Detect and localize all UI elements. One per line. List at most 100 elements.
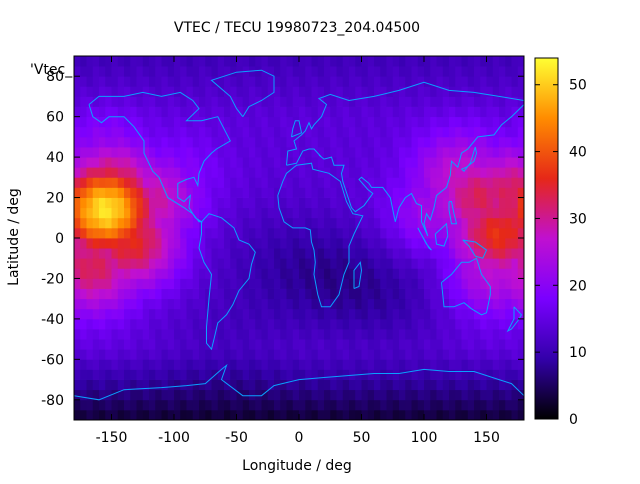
heatmap-cell: [86, 389, 94, 401]
chart-title: VTEC / TECU 19980723_204.04500: [174, 20, 420, 36]
heatmap-cell: [186, 207, 194, 219]
heatmap-cell: [117, 86, 125, 97]
heatmap-cell: [355, 258, 362, 269]
heatmap-cell: [236, 389, 244, 401]
heatmap-cell: [217, 217, 225, 229]
heatmap-cell: [86, 116, 94, 128]
heatmap-cell: [149, 308, 156, 320]
heatmap-cell: [436, 227, 444, 239]
heatmap-cell: [292, 288, 300, 300]
heatmap-cell: [474, 409, 481, 421]
heatmap-cell: [361, 126, 369, 138]
heatmap-cell: [124, 197, 131, 209]
heatmap-cell: [261, 116, 269, 128]
heatmap-cell: [455, 126, 462, 138]
heatmap-cell: [330, 278, 337, 289]
heatmap-cell: [299, 106, 306, 118]
heatmap-cell: [230, 187, 237, 198]
heatmap-cell: [424, 86, 431, 97]
heatmap-cell: [105, 409, 112, 421]
heatmap-cell: [330, 56, 337, 67]
heatmap-cell: [330, 126, 337, 138]
heatmap-cell: [505, 288, 512, 300]
heatmap-cell: [92, 359, 100, 370]
heatmap-cell: [311, 217, 319, 229]
heatmap-cell: [86, 167, 94, 178]
heatmap-cell: [505, 157, 512, 168]
heatmap-cell: [249, 359, 256, 370]
heatmap-cell: [367, 157, 375, 168]
heatmap-cell: [111, 167, 119, 178]
heatmap-cell: [442, 399, 450, 411]
heatmap-cell: [292, 86, 300, 97]
heatmap-cell: [205, 86, 212, 97]
heatmap-cell: [430, 187, 437, 198]
heatmap-cell: [280, 217, 287, 229]
heatmap-cell: [311, 177, 319, 188]
heatmap-cell: [399, 116, 406, 128]
heatmap-cell: [317, 339, 325, 350]
heatmap-cell: [355, 339, 362, 350]
heatmap-cell: [117, 96, 125, 107]
heatmap-cell: [430, 248, 437, 259]
heatmap-cell: [349, 278, 356, 289]
heatmap-cell: [255, 66, 262, 77]
heatmap-cell: [74, 76, 81, 87]
heatmap-cell: [355, 349, 362, 360]
heatmap-cell: [99, 349, 106, 360]
heatmap-cell: [80, 379, 87, 391]
heatmap-cell: [292, 268, 300, 279]
heatmap-cell: [199, 86, 206, 97]
heatmap-cell: [517, 409, 525, 421]
heatmap-cell: [155, 369, 162, 380]
heatmap-cell: [192, 389, 200, 401]
heatmap-cell: [367, 96, 375, 107]
heatmap-cell: [317, 56, 325, 67]
heatmap-cell: [111, 278, 119, 289]
heatmap-cell: [399, 177, 406, 188]
heatmap-cell: [161, 238, 169, 249]
heatmap-cell: [405, 409, 412, 421]
heatmap-cell: [324, 268, 331, 279]
heatmap-cell: [311, 278, 319, 289]
heatmap-cell: [411, 217, 419, 229]
heatmap-cell: [386, 96, 394, 107]
heatmap-cell: [367, 106, 375, 118]
heatmap-cell: [192, 197, 200, 209]
heatmap-cell: [411, 369, 419, 380]
heatmap-cell: [505, 389, 512, 401]
heatmap-cell: [380, 147, 387, 158]
heatmap-cell: [230, 217, 237, 229]
heatmap-cell: [449, 298, 456, 310]
heatmap-cell: [305, 96, 312, 107]
heatmap-cell: [92, 187, 100, 198]
heatmap-cell: [180, 389, 187, 401]
heatmap-cell: [349, 167, 356, 178]
heatmap-cell: [380, 409, 387, 421]
heatmap-cell: [124, 177, 131, 188]
heatmap-cell: [80, 177, 87, 188]
heatmap-cell: [186, 116, 194, 128]
heatmap-cell: [142, 207, 150, 219]
heatmap-cell: [367, 258, 375, 269]
heatmap-cell: [430, 308, 437, 320]
heatmap-cell: [361, 339, 369, 350]
heatmap-cell: [467, 167, 475, 178]
heatmap-cell: [130, 359, 137, 370]
heatmap-cell: [224, 76, 231, 87]
heatmap-cell: [311, 238, 319, 249]
heatmap-cell: [455, 278, 462, 289]
heatmap-cell: [286, 379, 294, 391]
heatmap-cell: [155, 399, 162, 411]
heatmap-cell: [124, 369, 131, 380]
heatmap-cell: [505, 349, 512, 360]
heatmap-cell: [80, 66, 87, 77]
heatmap-cell: [199, 76, 206, 87]
heatmap-cell: [399, 217, 406, 229]
heatmap-cell: [317, 359, 325, 370]
heatmap-cell: [255, 56, 262, 67]
heatmap-cell: [249, 227, 256, 239]
heatmap-cell: [442, 86, 450, 97]
heatmap-cell: [399, 136, 406, 148]
